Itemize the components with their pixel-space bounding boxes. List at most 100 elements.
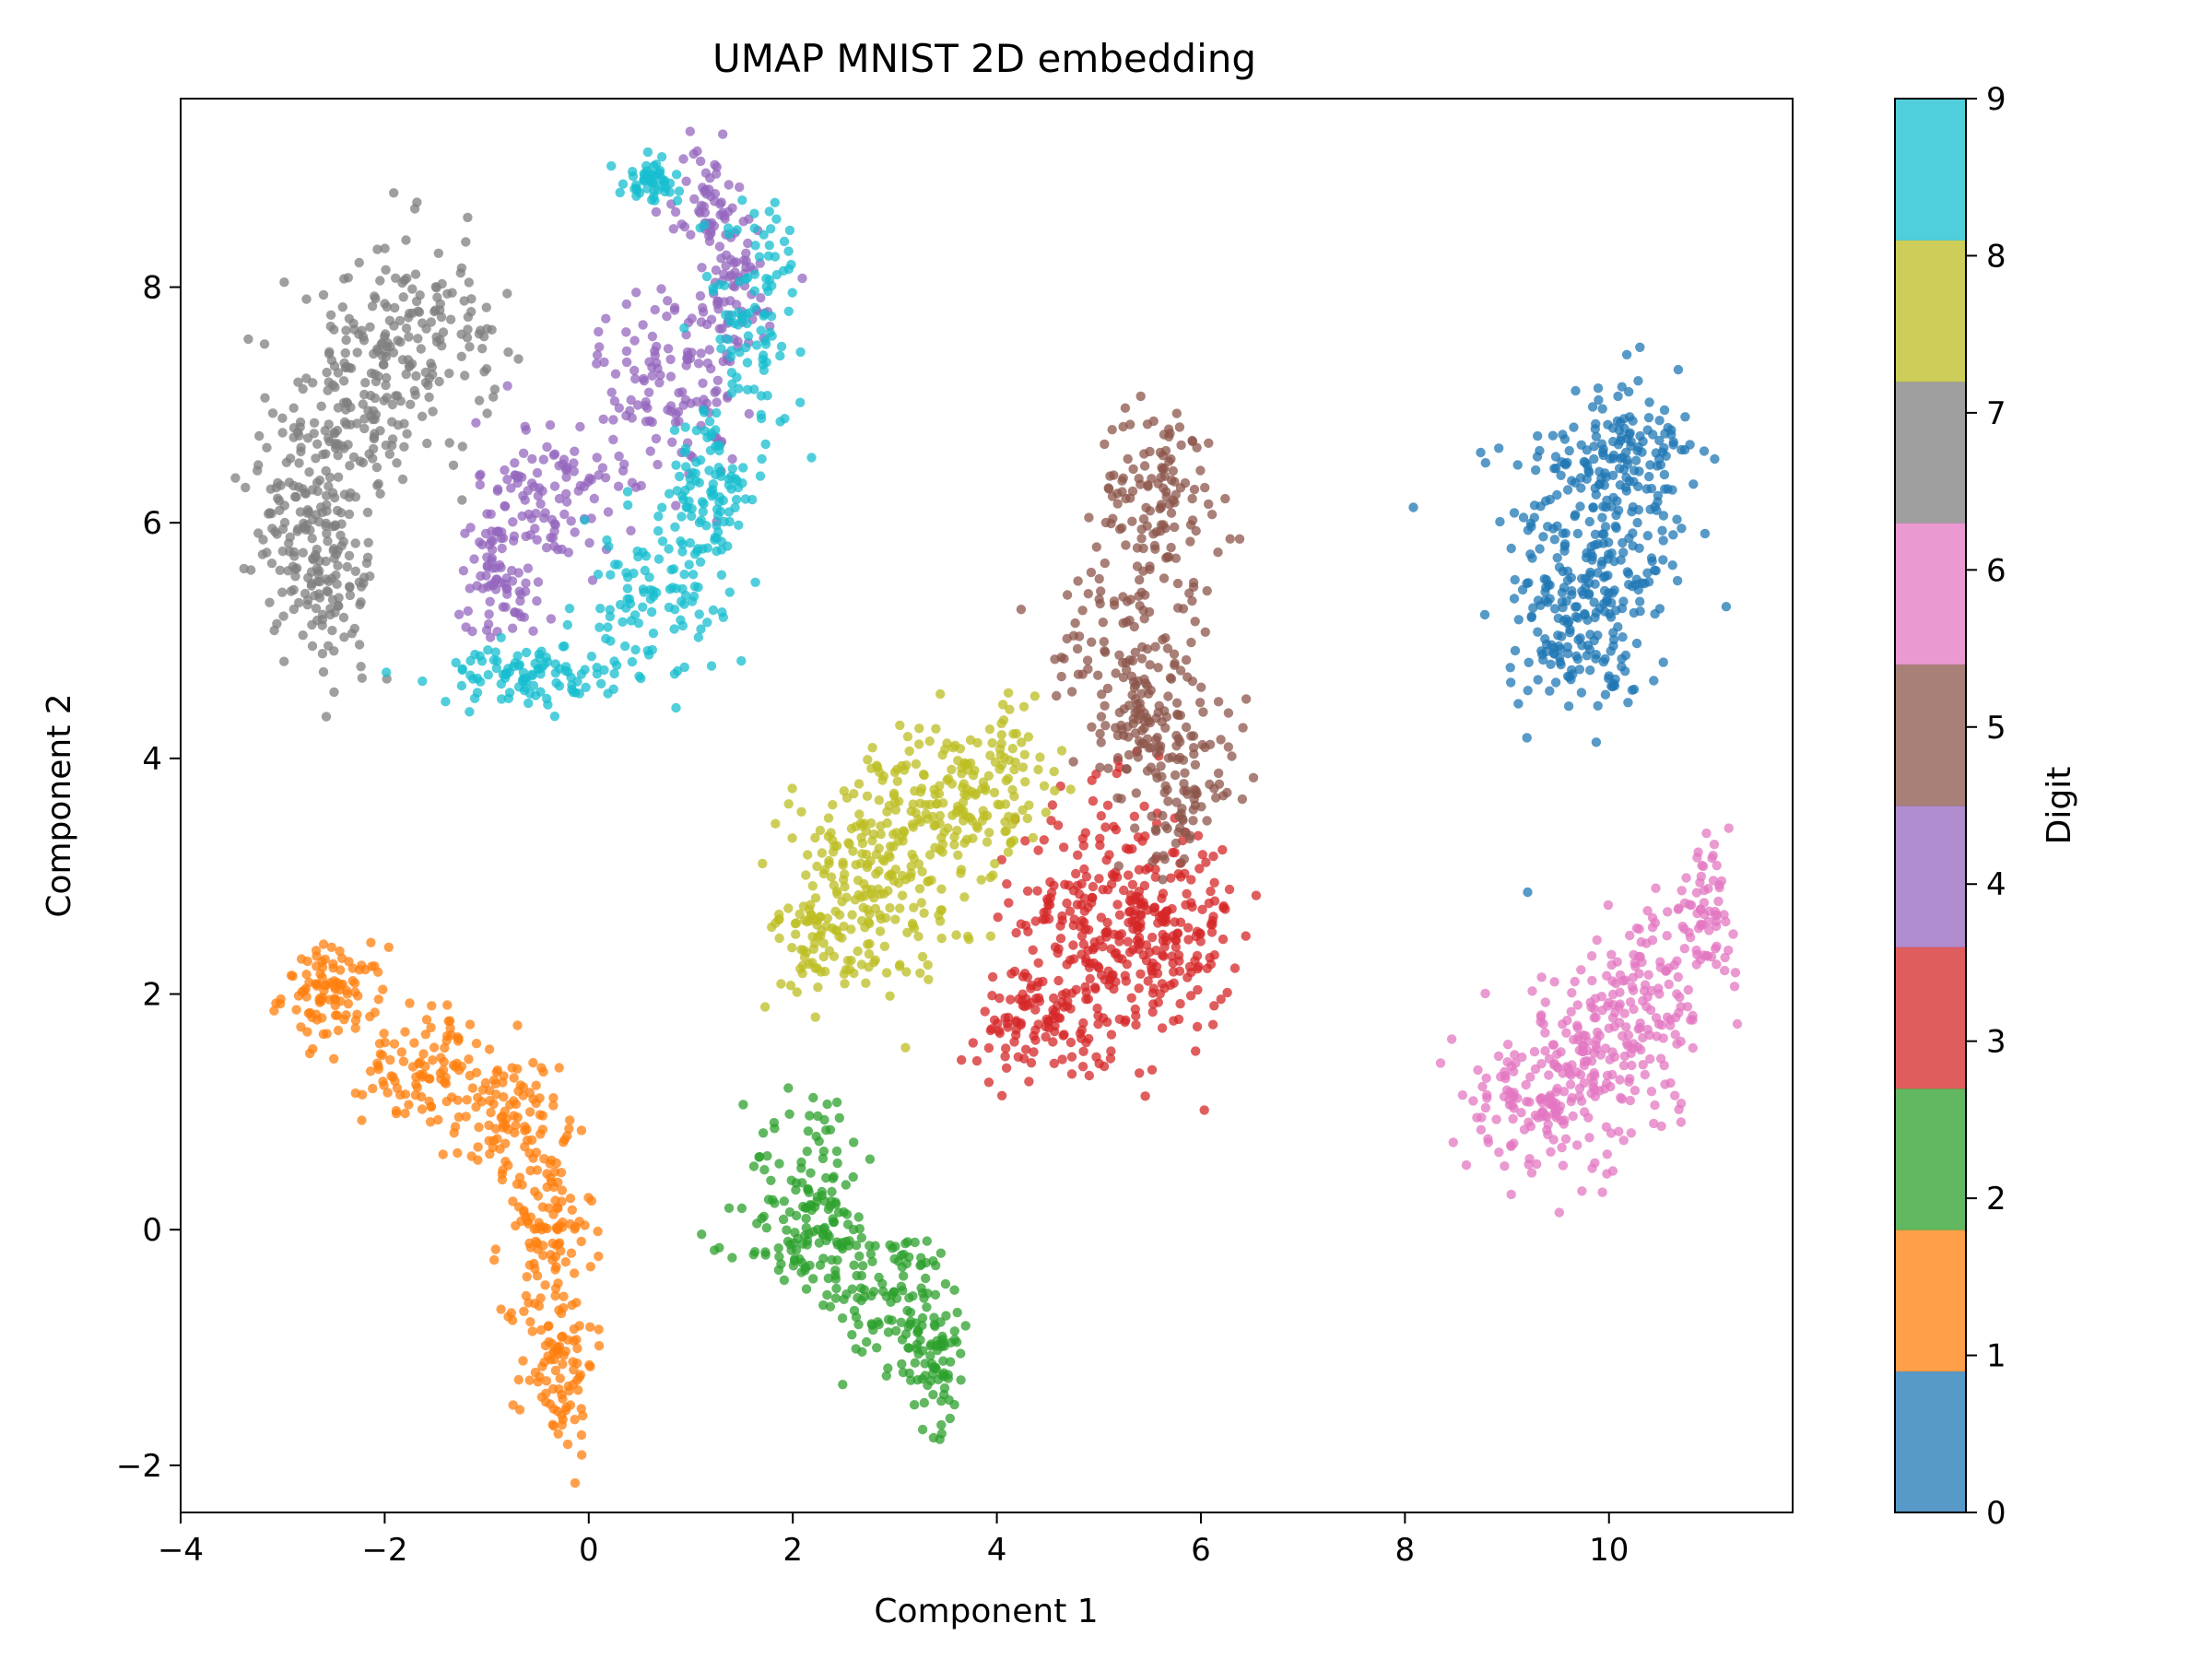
point-digit-0 xyxy=(1559,546,1570,556)
point-digit-8 xyxy=(799,915,810,925)
point-digit-6 xyxy=(1540,997,1551,1007)
point-digit-1 xyxy=(550,1365,561,1376)
point-digit-1 xyxy=(465,1019,476,1030)
point-digit-2 xyxy=(759,1165,770,1175)
point-digit-0 xyxy=(1589,597,1599,607)
point-digit-9 xyxy=(595,604,606,614)
point-digit-1 xyxy=(339,1015,349,1025)
point-digit-2 xyxy=(818,1253,829,1264)
point-digit-8 xyxy=(919,908,929,918)
point-digit-9 xyxy=(605,605,615,615)
point-digit-6 xyxy=(1728,929,1738,939)
point-digit-6 xyxy=(1676,1099,1687,1109)
point-digit-1 xyxy=(441,1096,452,1107)
point-digit-4 xyxy=(510,607,521,618)
point-digit-2 xyxy=(821,1235,831,1246)
point-digit-9 xyxy=(666,565,677,575)
point-digit-4 xyxy=(656,284,666,294)
point-digit-4 xyxy=(619,459,629,469)
point-digit-7 xyxy=(384,315,395,325)
point-digit-7 xyxy=(342,561,352,572)
point-digit-2 xyxy=(839,1294,849,1305)
point-digit-1 xyxy=(396,1047,406,1057)
point-digit-0 xyxy=(1533,627,1543,637)
point-digit-7 xyxy=(309,418,320,428)
point-digit-8 xyxy=(853,946,863,957)
point-digit-2 xyxy=(831,1146,842,1157)
point-digit-9 xyxy=(653,512,664,522)
point-digit-9 xyxy=(623,500,633,511)
point-digit-3 xyxy=(1162,906,1172,916)
point-digit-2 xyxy=(928,1390,938,1400)
point-digit-7 xyxy=(316,502,326,512)
point-digit-1 xyxy=(566,1248,577,1258)
point-digit-4 xyxy=(561,488,571,499)
point-digit-7 xyxy=(444,368,454,379)
point-digit-5 xyxy=(1135,575,1145,585)
point-digit-6 xyxy=(1535,1012,1547,1022)
point-digit-0 xyxy=(1679,444,1690,455)
point-digit-0 xyxy=(1553,613,1564,623)
point-digit-3 xyxy=(1159,942,1170,952)
point-digit-6 xyxy=(1649,1118,1659,1129)
point-digit-8 xyxy=(930,842,940,853)
point-digit-7 xyxy=(296,446,306,457)
point-digit-9 xyxy=(742,318,752,329)
point-digit-2 xyxy=(837,1238,847,1248)
point-digit-5 xyxy=(1093,670,1103,680)
point-digit-1 xyxy=(535,1110,546,1120)
point-digit-7 xyxy=(359,389,370,400)
points-layer xyxy=(230,126,1743,1488)
point-digit-1 xyxy=(391,1106,402,1116)
point-digit-3 xyxy=(1028,945,1038,956)
point-digit-6 xyxy=(1710,906,1721,917)
point-digit-2 xyxy=(763,1194,774,1205)
point-digit-4 xyxy=(486,535,497,546)
point-digit-6 xyxy=(1530,1064,1541,1075)
point-digit-6 xyxy=(1524,1117,1534,1127)
point-digit-1 xyxy=(311,979,321,989)
point-digit-2 xyxy=(779,1196,789,1206)
point-digit-8 xyxy=(885,852,895,863)
point-digit-7 xyxy=(397,474,408,485)
point-digit-4 xyxy=(559,509,570,520)
point-digit-4 xyxy=(654,378,665,388)
point-digit-7 xyxy=(337,302,347,312)
point-digit-9 xyxy=(749,223,759,233)
point-digit-5 xyxy=(1186,731,1196,741)
point-digit-0 xyxy=(1646,553,1657,563)
point-digit-8 xyxy=(965,813,976,823)
point-digit-5 xyxy=(1145,660,1155,670)
point-digit-6 xyxy=(1545,1094,1556,1105)
point-digit-7 xyxy=(341,397,352,407)
point-digit-8 xyxy=(854,809,865,819)
point-digit-7 xyxy=(410,390,420,400)
point-digit-3 xyxy=(1088,881,1099,892)
point-digit-9 xyxy=(676,615,686,625)
point-digit-1 xyxy=(385,1054,395,1065)
point-digit-0 xyxy=(1479,609,1490,620)
point-digit-8 xyxy=(801,947,812,958)
point-digit-5 xyxy=(1124,655,1135,665)
point-digit-9 xyxy=(764,275,775,285)
point-digit-3 xyxy=(1006,969,1017,979)
y-tick-label: 6 xyxy=(142,505,162,542)
point-digit-7 xyxy=(303,507,314,517)
point-digit-7 xyxy=(278,611,288,621)
point-digit-6 xyxy=(1618,1060,1630,1071)
point-digit-8 xyxy=(1056,746,1067,756)
point-digit-9 xyxy=(564,604,575,614)
point-digit-6 xyxy=(1703,916,1713,927)
point-digit-9 xyxy=(704,417,715,427)
point-digit-9 xyxy=(497,694,507,704)
point-digit-5 xyxy=(1223,708,1234,718)
point-digit-0 xyxy=(1559,458,1570,469)
point-digit-6 xyxy=(1532,1159,1542,1170)
point-digit-1 xyxy=(565,1218,575,1230)
point-digit-5 xyxy=(1186,637,1196,648)
point-digit-4 xyxy=(674,388,684,398)
point-digit-8 xyxy=(1050,785,1060,796)
point-digit-5 xyxy=(1163,424,1174,434)
point-digit-4 xyxy=(547,533,559,543)
